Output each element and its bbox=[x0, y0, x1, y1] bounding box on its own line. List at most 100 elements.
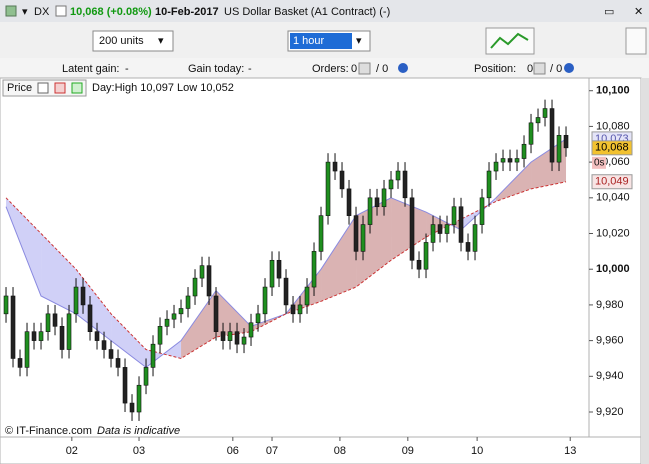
candle-body bbox=[311, 251, 317, 288]
position-settings[interactable] bbox=[564, 63, 574, 73]
candle-body bbox=[297, 304, 303, 315]
candle-body bbox=[115, 358, 121, 368]
orders: 0 bbox=[351, 63, 357, 75]
x-tick-label: 02 bbox=[66, 445, 78, 457]
plot-area bbox=[0, 77, 590, 438]
candle-body bbox=[24, 331, 30, 368]
latent-gain-label: Latent gain: bbox=[62, 63, 120, 75]
note: Data is indicative bbox=[97, 425, 180, 437]
band-line bbox=[5, 181, 567, 359]
candle-body bbox=[549, 108, 555, 163]
candle-body bbox=[73, 286, 79, 315]
y-tick-label: 9,940 bbox=[596, 370, 624, 382]
candle-body bbox=[171, 313, 177, 320]
candle-body bbox=[535, 117, 541, 124]
candle-body bbox=[563, 135, 569, 149]
candle-body bbox=[213, 295, 219, 332]
candle-body bbox=[465, 242, 471, 252]
candle-body bbox=[493, 161, 499, 172]
candle-body bbox=[409, 197, 415, 261]
orders-settings[interactable] bbox=[398, 63, 408, 73]
instrument-name: US Dollar Basket (A1 Contract) (-) bbox=[224, 6, 390, 18]
candle-body bbox=[269, 259, 275, 288]
candle-body bbox=[108, 349, 114, 359]
scrollbar[interactable] bbox=[641, 78, 649, 464]
band-fill bbox=[321, 215, 357, 302]
candle-body bbox=[339, 170, 345, 190]
candle-body bbox=[332, 161, 338, 172]
checkbox[interactable] bbox=[55, 5, 67, 17]
units-select[interactable] bbox=[92, 30, 174, 52]
candle-body bbox=[185, 295, 191, 309]
close[interactable]: ✕ bbox=[634, 6, 643, 18]
candle-body bbox=[402, 170, 408, 199]
candle-body bbox=[304, 286, 310, 306]
candle-body bbox=[122, 367, 128, 404]
candle-body bbox=[325, 161, 331, 216]
candle-body bbox=[87, 304, 93, 332]
candle-body bbox=[150, 343, 156, 368]
dropdown-arrow[interactable]: ▾ bbox=[22, 6, 28, 18]
candle-body bbox=[521, 143, 527, 159]
candle-body bbox=[514, 158, 520, 163]
chart-type-icon bbox=[490, 32, 529, 49]
orders-icon[interactable] bbox=[358, 62, 371, 75]
band-fill bbox=[356, 197, 392, 288]
interval: 1 hour bbox=[293, 35, 325, 47]
candle-body bbox=[234, 331, 240, 345]
dropdown-arrow[interactable]: ▾ bbox=[356, 35, 362, 47]
x-tick-label: 13 bbox=[564, 445, 576, 457]
band-fill bbox=[251, 313, 287, 332]
candle-body bbox=[374, 197, 380, 208]
candle-body bbox=[192, 277, 198, 297]
candle-body bbox=[136, 384, 142, 413]
dropdown-arrow[interactable]: ▾ bbox=[158, 35, 164, 47]
candle-body bbox=[94, 331, 100, 341]
candle-body bbox=[381, 188, 387, 208]
price-tag-label: 10,049 bbox=[595, 176, 629, 188]
band-fill bbox=[216, 290, 252, 338]
y-tick-label: 9,920 bbox=[596, 406, 624, 418]
candle-body bbox=[255, 313, 261, 324]
y-tick-label: 10,100 bbox=[596, 85, 630, 97]
up-icon[interactable] bbox=[71, 82, 83, 94]
candle-body bbox=[241, 336, 247, 345]
candle-body bbox=[59, 326, 65, 350]
candle-body bbox=[444, 224, 450, 234]
selection bbox=[290, 33, 352, 49]
band-fill bbox=[391, 197, 427, 261]
y-tick-label: 9,960 bbox=[596, 335, 624, 347]
candle-body bbox=[479, 197, 485, 225]
candle-body bbox=[220, 331, 226, 341]
candle-body bbox=[416, 259, 422, 270]
orders-label: Orders: bbox=[312, 63, 349, 75]
y-tick-label: 10,020 bbox=[596, 227, 630, 239]
minimize[interactable]: ▭ bbox=[604, 6, 614, 18]
band-fill bbox=[181, 290, 217, 359]
y-tick-label: 10,000 bbox=[596, 263, 630, 275]
side-button[interactable] bbox=[625, 27, 647, 55]
y-tick-label: 10,080 bbox=[596, 120, 630, 132]
tool-icon[interactable] bbox=[37, 82, 49, 94]
candle-body bbox=[290, 304, 296, 315]
x-tick-label: 06 bbox=[227, 445, 239, 457]
candle-body bbox=[388, 179, 394, 190]
candle-body bbox=[486, 170, 492, 199]
x-tick-label: 08 bbox=[334, 445, 346, 457]
candle-body bbox=[178, 308, 184, 315]
orders-sep: / 0 bbox=[376, 63, 388, 75]
gain-today-label: Gain today: bbox=[188, 63, 244, 75]
position: 0 bbox=[527, 63, 533, 75]
down-icon[interactable] bbox=[54, 82, 66, 94]
band-fill bbox=[111, 313, 147, 368]
candle-body bbox=[45, 313, 51, 332]
position-icon[interactable] bbox=[533, 62, 546, 75]
candle-body bbox=[437, 224, 443, 234]
candle-body bbox=[143, 367, 149, 386]
info-bar bbox=[0, 58, 649, 78]
candle-body bbox=[556, 135, 562, 163]
date: 10-Feb-2017 bbox=[155, 6, 219, 18]
x-tick-label: 03 bbox=[133, 445, 145, 457]
candle-body bbox=[17, 358, 23, 368]
